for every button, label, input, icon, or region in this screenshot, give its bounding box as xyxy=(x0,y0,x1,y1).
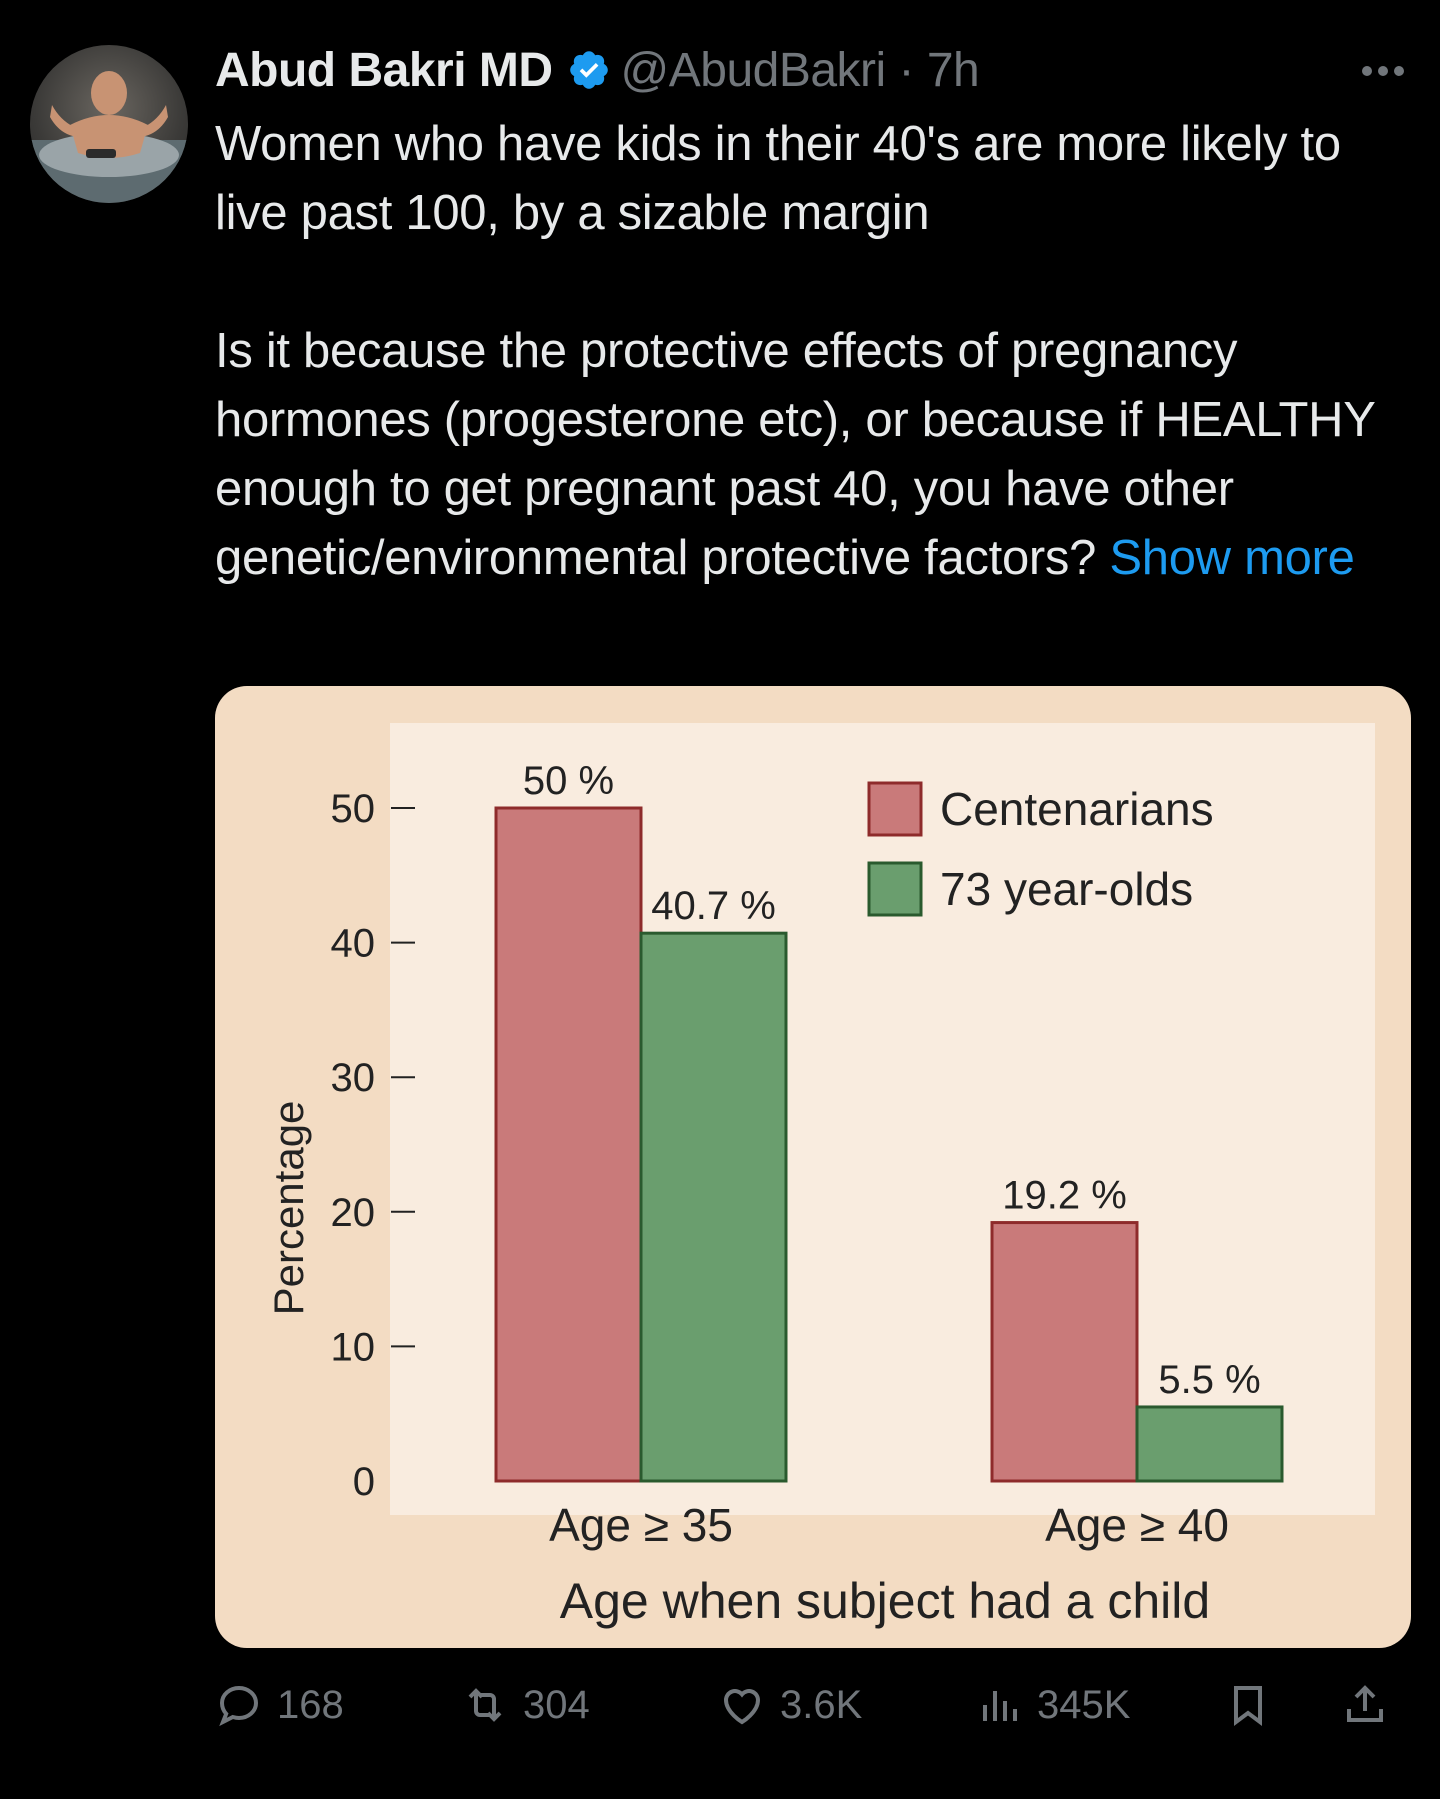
bar-chart: Percentage Age when subject had a child … xyxy=(265,723,1375,1629)
avatar-image xyxy=(30,71,188,203)
y-tick-label: 40 xyxy=(331,922,376,966)
repost-count: 304 xyxy=(523,1682,590,1727)
tweet-text: Women who have kids in their 40's are mo… xyxy=(215,110,1425,593)
like-count: 3.6K xyxy=(780,1682,863,1727)
author-name[interactable]: Abud Bakri MD xyxy=(215,43,553,97)
more-horizontal-icon xyxy=(1362,66,1404,76)
y-tick-label: 30 xyxy=(331,1056,376,1100)
bookmark-button[interactable] xyxy=(1224,1680,1286,1730)
share-icon xyxy=(1347,1685,1383,1722)
bar-data-label: 40.7 % xyxy=(651,884,776,928)
y-axis-label: Percentage xyxy=(265,1101,312,1316)
repost-icon xyxy=(468,1688,502,1722)
bar-73-year-olds xyxy=(1135,1405,1284,1483)
x-category-label: Age ≥ 35 xyxy=(549,1499,733,1551)
reply-button[interactable]: 168 xyxy=(215,1680,344,1730)
tweet-media-chart[interactable]: Percentage Age when subject had a child … xyxy=(215,686,1411,1648)
legend-swatch xyxy=(867,781,923,837)
tweet-header: Abud Bakri MD @AbudBakri · 7h xyxy=(215,40,980,100)
show-more-link[interactable]: Show more xyxy=(1109,531,1355,585)
heart-icon xyxy=(723,1689,761,1725)
bar-centenarians xyxy=(990,1221,1139,1483)
legend-label: Centenarians xyxy=(940,783,1214,835)
y-tick-label: 20 xyxy=(331,1191,376,1235)
author-handle-time[interactable]: @AbudBakri · 7h xyxy=(620,43,980,97)
x-category-label: Age ≥ 40 xyxy=(1045,1499,1229,1551)
verified-badge-icon xyxy=(569,51,608,89)
views-count: 345K xyxy=(1037,1682,1131,1727)
bookmark-icon xyxy=(1234,1686,1262,1726)
repost-button[interactable]: 304 xyxy=(461,1680,590,1730)
bar-data-label: 5.5 % xyxy=(1158,1358,1260,1402)
y-tick-label: 0 xyxy=(353,1460,375,1504)
bar-data-label: 19.2 % xyxy=(1002,1174,1127,1218)
reply-icon xyxy=(219,1685,259,1727)
more-options-button[interactable] xyxy=(1360,50,1406,80)
like-button[interactable]: 3.6K xyxy=(718,1680,862,1730)
tweet-body: Women who have kids in their 40's are mo… xyxy=(215,117,1375,585)
author-avatar[interactable] xyxy=(30,45,188,203)
bar-73-year-olds xyxy=(639,931,788,1483)
x-axis-label: Age when subject had a child xyxy=(560,1573,1210,1629)
tweet-actions: 168 304 3.6K 345K xyxy=(215,1680,1425,1730)
views-button[interactable]: 345K xyxy=(975,1680,1130,1730)
bar-data-label: 50 % xyxy=(523,759,614,803)
y-tick-label: 50 xyxy=(331,787,376,831)
legend-swatch xyxy=(867,861,923,917)
share-button[interactable] xyxy=(1341,1680,1403,1730)
reply-count: 168 xyxy=(277,1682,344,1727)
legend-label: 73 year-olds xyxy=(940,863,1193,915)
bar-centenarians xyxy=(494,806,643,1483)
y-tick-label: 10 xyxy=(331,1325,376,1369)
views-icon xyxy=(983,1691,1017,1721)
